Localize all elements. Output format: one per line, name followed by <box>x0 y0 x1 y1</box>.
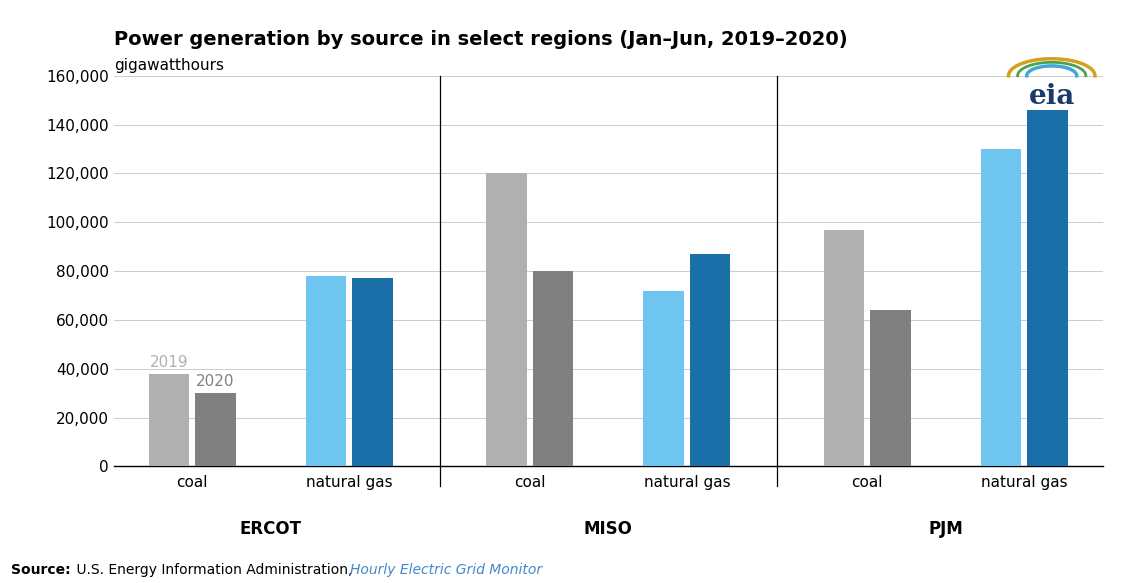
Bar <box>352 279 393 466</box>
Text: eia: eia <box>1029 83 1074 110</box>
Bar <box>981 149 1021 466</box>
Text: Hourly Electric Grid Monitor: Hourly Electric Grid Monitor <box>350 563 542 577</box>
Text: MISO: MISO <box>584 520 632 538</box>
Text: 2020: 2020 <box>197 374 234 389</box>
Text: 2019: 2019 <box>150 355 189 370</box>
Bar <box>1027 110 1068 466</box>
Bar <box>306 276 347 466</box>
Bar <box>196 393 235 466</box>
Bar <box>690 254 730 466</box>
Bar <box>644 290 684 466</box>
Bar <box>532 271 573 466</box>
Text: ERCOT: ERCOT <box>240 520 301 538</box>
Text: gigawatthours: gigawatthours <box>114 58 224 73</box>
Text: Source:: Source: <box>11 563 70 577</box>
Bar <box>487 174 526 466</box>
Text: Power generation by source in select regions (Jan–Jun, 2019–2020): Power generation by source in select reg… <box>114 30 847 49</box>
Text: U.S. Energy Information Administration,: U.S. Energy Information Administration, <box>72 563 356 577</box>
Bar <box>870 310 911 466</box>
Bar <box>149 374 190 466</box>
Bar <box>823 230 864 466</box>
Text: PJM: PJM <box>929 520 963 538</box>
